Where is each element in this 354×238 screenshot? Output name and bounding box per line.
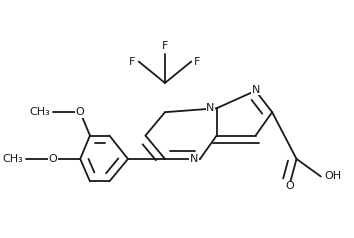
Text: F: F [194,56,201,66]
Text: CH₃: CH₃ [2,154,23,164]
Text: N: N [251,85,260,95]
Text: O: O [48,154,57,164]
Text: F: F [129,56,136,66]
Text: N: N [190,154,198,164]
Text: O: O [76,107,85,117]
Text: CH₃: CH₃ [29,107,50,117]
Text: OH: OH [325,172,342,182]
Text: N: N [206,103,215,113]
Text: F: F [162,41,168,51]
Text: O: O [285,181,294,191]
